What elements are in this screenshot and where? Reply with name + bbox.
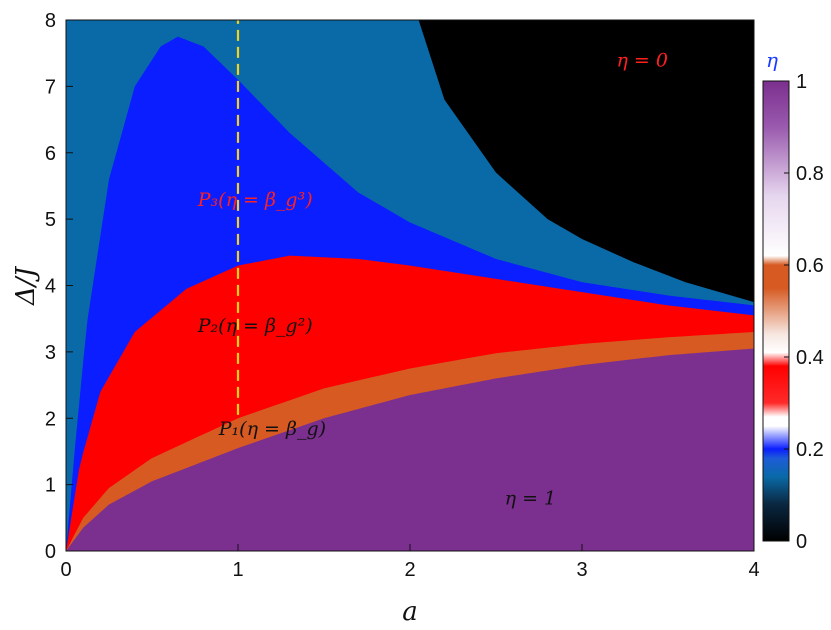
region-label: P₁(η = β_g): [218, 418, 326, 440]
x-tick-label: 0: [60, 559, 71, 581]
x-axis-ticks: 0 1 2 3 4: [60, 544, 760, 581]
colorbar-tick-label: 1: [796, 71, 807, 93]
colorbar-tick-label: 0.2: [796, 439, 824, 461]
colorbar-gradient: [762, 80, 790, 542]
y-tick-label: 0: [45, 541, 56, 563]
x-tick-label: 3: [576, 559, 587, 581]
y-tick-label: 8: [45, 10, 56, 32]
y-tick-label: 4: [45, 276, 56, 298]
region-label: η = 0: [616, 49, 667, 71]
y-tick-label: 7: [45, 76, 56, 98]
region-annotations: η = 1 P₁(η = β_g) P₂(η = β_g²) P₃(η = β_g³)…: [197, 49, 668, 509]
colorbar-tick-label: 0.8: [796, 163, 824, 185]
y-axis-label: Δ/J: [11, 265, 41, 306]
heatmap-plot-area: [66, 20, 754, 551]
x-tick-label: 4: [748, 559, 759, 581]
y-tick-label: 2: [45, 408, 56, 430]
x-axis-label: a: [402, 597, 418, 627]
colorbar-title: η: [766, 48, 778, 72]
colorbar: η 0 0.2 0.4 0.6 0.8 1: [762, 48, 824, 553]
colorbar-ticks: 0 0.2 0.4 0.6 0.8 1: [784, 71, 824, 553]
x-tick-label: 2: [404, 559, 415, 581]
y-tick-label: 5: [45, 209, 56, 231]
y-tick-label: 3: [45, 342, 56, 364]
colorbar-tick-label: 0.4: [796, 347, 824, 369]
region-label: P₂(η = β_g²): [197, 315, 313, 337]
colorbar-tick-label: 0.6: [796, 255, 824, 277]
colorbar-tick-label: 0: [796, 531, 807, 553]
y-tick-label: 6: [45, 143, 56, 165]
x-tick-label: 1: [232, 559, 243, 581]
eta-0-region: [418, 20, 754, 303]
region-label: P₃(η = β_g³): [197, 189, 313, 211]
y-axis-ticks: 0 1 2 3 4 5 6 7 8: [45, 10, 73, 563]
y-tick-label: 1: [45, 475, 56, 497]
region-label: η = 1: [505, 488, 556, 510]
eta-1-region: [66, 348, 754, 551]
